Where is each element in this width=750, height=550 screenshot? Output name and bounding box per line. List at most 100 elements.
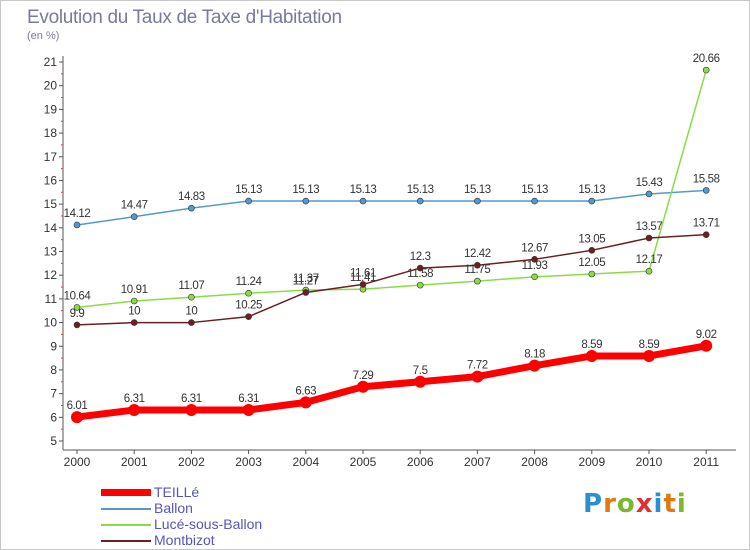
data-label: 15.13 [235,184,262,196]
data-point [245,197,252,205]
data-label: 11.27 [293,275,319,287]
data-point [416,281,424,289]
data-point [645,234,653,242]
series-line [76,342,707,421]
data-label: 13.05 [578,233,605,245]
y-tick-label: 17 [44,150,58,164]
data-point [528,359,541,372]
data-point [185,403,198,416]
chart-title: Evolution du Taux de Taxe d'Habitation [27,7,342,28]
data-point [359,197,367,205]
data-label: 13.57 [636,221,663,233]
data-point [702,66,710,74]
x-tick-label: 2003 [235,455,262,469]
data-point [700,339,713,352]
data-point [357,380,369,393]
data-point [245,313,252,320]
chart-subtitle: (en %) [27,30,60,42]
series-lines [71,66,713,424]
data-point [588,270,596,278]
data-label: 14.12 [64,208,91,220]
data-point [188,293,195,301]
legend-swatch [101,540,151,542]
data-point [474,197,481,205]
logo-letter: o [616,489,636,519]
data-label: 6.31 [181,393,202,405]
y-tick-label: 18 [44,126,58,140]
data-point [73,321,81,329]
data-label: 12.17 [636,254,663,266]
legend-item-teille: TEILLé [101,484,401,500]
y-tick-label: 7 [50,387,57,401]
data-point [531,256,538,263]
y-tick-label: 6 [50,410,57,424]
data-label: 15.13 [407,184,434,196]
data-label: 11.75 [464,264,490,276]
y-tick-label: 5 [50,434,57,448]
data-label: 10.25 [235,300,262,312]
data-point [73,221,81,229]
data-point [531,273,538,281]
y-tick-label: 9 [50,339,57,353]
data-point [299,396,312,409]
logo-letter: t [663,489,677,519]
data-point [474,277,481,285]
legend-item-luce-sous-ballon: Lucé-sous-Ballon [101,516,401,532]
x-tick-label: 2006 [407,455,434,469]
data-label: 12.05 [578,257,605,269]
data-label: 7.29 [353,370,374,382]
data-label: 15.13 [292,184,319,196]
legend-item-ballon: Ballon [101,500,401,516]
data-point [588,197,596,205]
data-label: 13.71 [693,218,720,230]
data-label: 10.64 [64,290,92,302]
data-label: 11.93 [522,260,548,272]
legend-swatch [101,489,151,496]
data-point [474,261,481,269]
data-label: 11.58 [407,268,433,280]
data-point [130,297,138,305]
axes: 5 6 7 8 9 10 11 12 13 14 15 16 17 18 19 20 21 2000 2001 200… [44,55,736,469]
data-label: 15.13 [350,184,377,196]
data-label: 15.43 [636,177,663,189]
y-tick-label: 8 [50,363,57,377]
data-point [645,267,653,275]
data-label: 9.9 [70,308,85,320]
data-label: 11.41 [350,272,376,284]
x-tick-label: 2002 [178,455,205,469]
series-Montbizot [73,231,710,329]
data-point [242,403,255,416]
data-label: 20.66 [693,53,720,65]
data-point [130,319,138,326]
y-tick-label: 11 [45,292,58,306]
legend-label: Ballon [154,500,193,516]
data-label: 6.31 [124,393,145,405]
series-Lucé-sous-Ballon [73,66,710,311]
data-point [130,213,138,220]
logo-letter: i [676,489,687,519]
data-point [245,289,252,297]
series-line [76,189,707,226]
logo-letter: P [583,489,604,519]
data-label: 12.42 [464,248,491,260]
x-tick-label: 2001 [121,455,148,469]
data-point [128,403,141,416]
data-point [302,289,310,296]
data-point [588,247,596,254]
data-point [585,349,598,362]
y-tick-label: 16 [44,173,58,187]
series-Ballon [73,187,710,229]
data-label: 8.59 [581,339,602,351]
legend-label: Montbizot [154,532,215,548]
data-label: 11.24 [236,276,263,288]
data-label: 7.5 [413,365,428,377]
legend-label: Lucé-sous-Ballon [154,516,263,532]
data-label: 6.63 [295,385,316,397]
logo-letter: r [603,489,617,519]
legend-swatch [101,508,151,510]
data-label: 15.13 [464,184,491,196]
y-tick-label: 19 [44,102,58,116]
logo-letter: i [653,489,664,519]
data-point [302,197,310,205]
